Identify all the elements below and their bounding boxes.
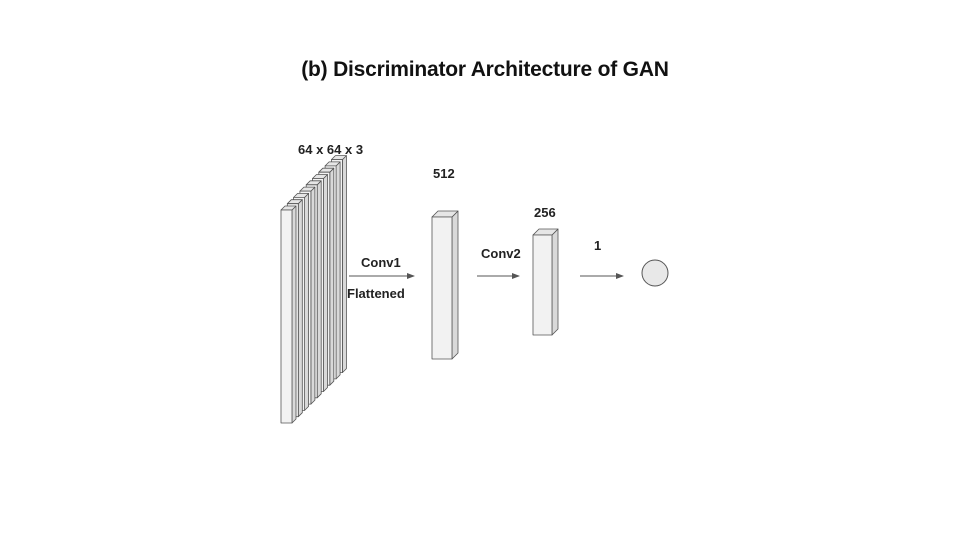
- hidden-layer-512-label: 512: [433, 166, 455, 181]
- conv1-label: Conv1: [361, 255, 401, 270]
- hidden-layer-512-block: [431, 210, 459, 360]
- hidden-256-side: [551, 228, 559, 336]
- hidden-512-side: [451, 210, 459, 360]
- input-channel-slice-side: [297, 199, 303, 418]
- hidden-256-front: [532, 234, 553, 336]
- input-channel-slice-side: [291, 205, 297, 424]
- input-channel-slice-side: [316, 180, 322, 399]
- input-channel-slice-side: [329, 167, 335, 386]
- hidden-layer-256-label: 256: [534, 205, 556, 220]
- output-node: [641, 259, 669, 287]
- conv1-flattened-label: Flattened: [347, 286, 405, 301]
- input-channel-slice-side: [304, 192, 310, 411]
- input-channel-slice-side: [310, 186, 316, 405]
- conv2-label: Conv2: [481, 246, 521, 261]
- input-layer-label: 64 x 64 x 3: [298, 142, 364, 157]
- input-channel-slice-side: [341, 155, 347, 374]
- hidden-512-front: [431, 216, 453, 360]
- diagram-title: (b) Discriminator Architecture of GAN: [301, 58, 669, 81]
- input-channel-slice-side: [323, 174, 328, 392]
- input-layer-stack: [280, 155, 347, 424]
- hidden-layer-256-block: [532, 228, 559, 336]
- output-layer-label: 1: [594, 238, 602, 253]
- input-channel-slice-front: [280, 209, 293, 424]
- input-channel-slice-side: [335, 161, 341, 380]
